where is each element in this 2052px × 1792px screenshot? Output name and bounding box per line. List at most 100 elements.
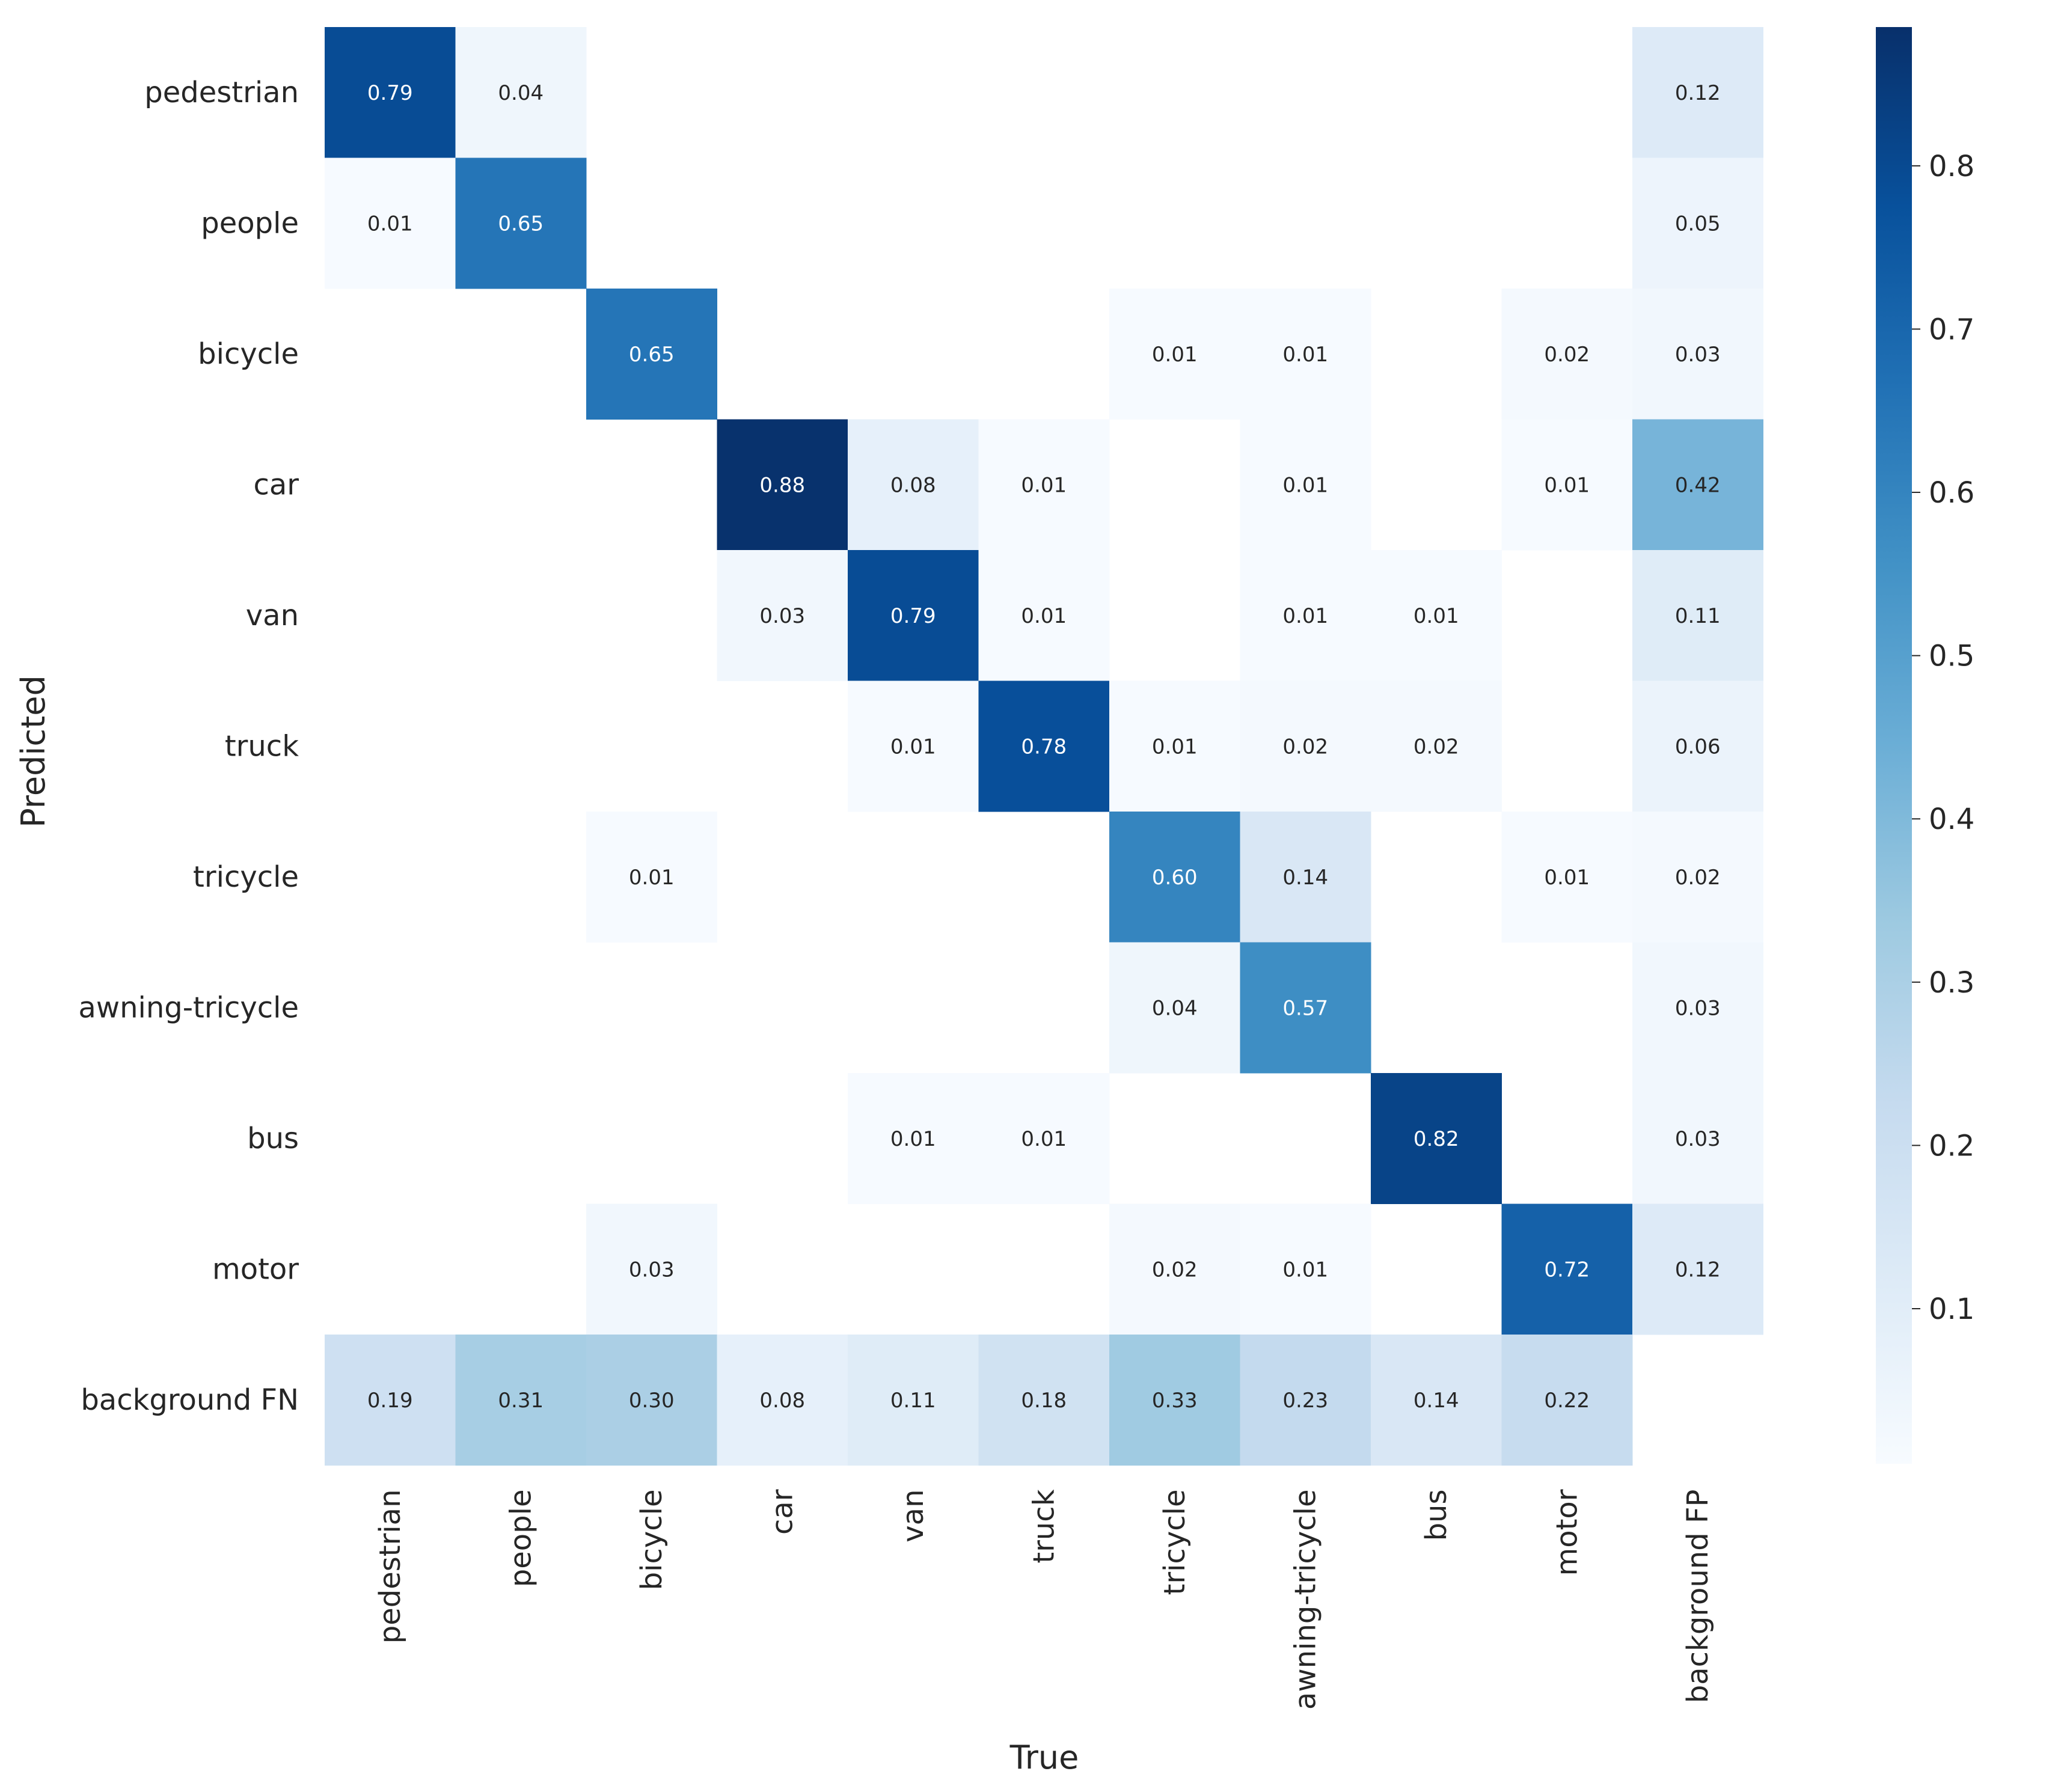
colorbar-ticks: 0.1 0.2 0.3 0.4 0.5 0.6 0.7 0.8 <box>1912 150 1974 1326</box>
cell-value-label: 0.08 <box>890 473 936 497</box>
heatmap-cell <box>455 157 587 289</box>
y-tick-label: people <box>201 206 299 240</box>
cell-value-label: 0.78 <box>1021 735 1067 759</box>
x-axis-title: True <box>1009 1738 1079 1776</box>
heatmap-cell <box>1632 1073 1763 1204</box>
x-tick-label: awning-tricycle <box>1288 1490 1322 1710</box>
heatmap-cell <box>848 550 979 681</box>
cell-value-label: 0.02 <box>1544 343 1590 367</box>
cell-value-label: 0.19 <box>367 1389 413 1413</box>
heatmap-cell <box>1632 812 1763 943</box>
heatmap-cell <box>978 1335 1110 1466</box>
heatmap-cell <box>1109 1203 1240 1335</box>
colorbar-tick-label: 0.8 <box>1929 150 1974 183</box>
cell-value-label: 0.72 <box>1544 1258 1590 1282</box>
heatmap-cell <box>1109 1335 1240 1466</box>
cell-value-label: 0.14 <box>1282 866 1328 890</box>
cell-value-label: 0.02 <box>1282 735 1328 759</box>
heatmap-cell <box>325 27 456 158</box>
y-tick-label: tricycle <box>193 860 299 894</box>
heatmap-cell <box>325 1335 456 1466</box>
heatmap-cell <box>1501 812 1633 943</box>
heatmap-cell <box>1109 812 1240 943</box>
x-tick-label: truck <box>1027 1489 1061 1563</box>
cell-value-label: 0.60 <box>1152 866 1198 890</box>
heatmap-cell <box>1632 550 1763 681</box>
colorbar: 0.1 0.2 0.3 0.4 0.5 0.6 0.7 0.8 <box>1876 27 1974 1464</box>
cell-value-label: 0.01 <box>1282 473 1328 497</box>
cell-value-label: 0.30 <box>629 1389 675 1413</box>
x-tick-label: tricycle <box>1158 1490 1192 1595</box>
cell-value-label: 0.03 <box>1675 996 1721 1020</box>
colorbar-tick-label: 0.2 <box>1929 1129 1974 1163</box>
heatmap-cell <box>455 27 587 158</box>
heatmap-cell <box>325 157 456 289</box>
cell-value-label: 0.08 <box>759 1389 805 1413</box>
cell-value-label: 0.65 <box>629 343 675 367</box>
heatmap-cell <box>1240 812 1371 943</box>
heatmap-cell <box>1632 942 1763 1074</box>
cell-value-label: 0.01 <box>890 1127 936 1151</box>
cell-value-label: 0.42 <box>1675 473 1721 497</box>
heatmap-cell <box>1632 419 1763 551</box>
heatmap-cell <box>1240 1203 1371 1335</box>
heatmap-cell <box>1632 27 1763 158</box>
cell-value-label: 0.01 <box>629 866 675 890</box>
cell-value-label: 0.01 <box>367 212 413 236</box>
y-tick-label: van <box>246 599 299 632</box>
cell-value-label: 0.02 <box>1675 866 1721 890</box>
cell-value-label: 0.04 <box>1152 996 1198 1020</box>
cell-value-label: 0.01 <box>1544 473 1590 497</box>
y-tick-label: pedestrian <box>144 76 299 109</box>
y-tick-label: background FN <box>81 1383 299 1417</box>
cell-value-label: 0.82 <box>1413 1127 1459 1151</box>
heatmap-cell <box>978 680 1110 812</box>
heatmap-cells <box>325 27 1763 1466</box>
heatmap-cell <box>1632 1203 1763 1335</box>
cell-value-label: 0.01 <box>1544 866 1590 890</box>
heatmap-cell <box>586 1203 717 1335</box>
y-tick-label: bus <box>247 1122 299 1155</box>
cell-value-label: 0.79 <box>890 604 936 628</box>
colorbar-tick-label: 0.4 <box>1929 803 1974 836</box>
heatmap-cell <box>1632 157 1763 289</box>
cell-value-label: 0.12 <box>1675 1258 1721 1282</box>
heatmap-cell <box>1109 680 1240 812</box>
heatmap-cell <box>848 1073 979 1204</box>
x-tick-label: background FP <box>1681 1490 1715 1704</box>
y-tick-label: awning-tricycle <box>78 991 299 1024</box>
cell-value-label: 0.01 <box>1152 735 1198 759</box>
heatmap-cell <box>586 289 717 420</box>
heatmap-cell-labels: 0.79 0.04 0.12 0.01 0.65 0.05 0.65 0.01 0.01 0.02… <box>367 81 1721 1413</box>
cell-value-label: 0.02 <box>1413 735 1459 759</box>
y-tick-label: bicycle <box>198 337 299 371</box>
y-tick-label: truck <box>225 729 299 763</box>
heatmap-cell <box>717 419 848 551</box>
cell-value-label: 0.01 <box>1021 604 1067 628</box>
cell-value-label: 0.03 <box>629 1258 675 1282</box>
heatmap-cell <box>848 1335 979 1466</box>
heatmap-cell <box>1109 942 1240 1074</box>
heatmap-cell <box>848 680 979 812</box>
x-tick-label: van <box>896 1490 930 1543</box>
cell-value-label: 0.01 <box>1021 1127 1067 1151</box>
colorbar-tick-label: 0.7 <box>1929 313 1974 346</box>
x-tick-label: motor <box>1550 1489 1584 1576</box>
x-tick-label: bus <box>1420 1490 1453 1541</box>
cell-value-label: 0.01 <box>1282 604 1328 628</box>
heatmap-cell <box>1240 942 1371 1074</box>
cell-value-label: 0.14 <box>1413 1389 1459 1413</box>
cell-value-label: 0.01 <box>890 735 936 759</box>
cell-value-label: 0.04 <box>498 81 544 105</box>
heatmap-cell <box>1240 419 1371 551</box>
heatmap-cell <box>1632 680 1763 812</box>
colorbar-gradient <box>1876 27 1912 1464</box>
heatmap-cell <box>978 550 1110 681</box>
cell-value-label: 0.01 <box>1021 473 1067 497</box>
heatmap-cell <box>1371 550 1502 681</box>
heatmap-cell <box>1501 1335 1633 1466</box>
cell-value-label: 0.23 <box>1282 1389 1328 1413</box>
cell-value-label: 0.18 <box>1021 1389 1067 1413</box>
colorbar-tick-label: 0.3 <box>1929 966 1974 1000</box>
